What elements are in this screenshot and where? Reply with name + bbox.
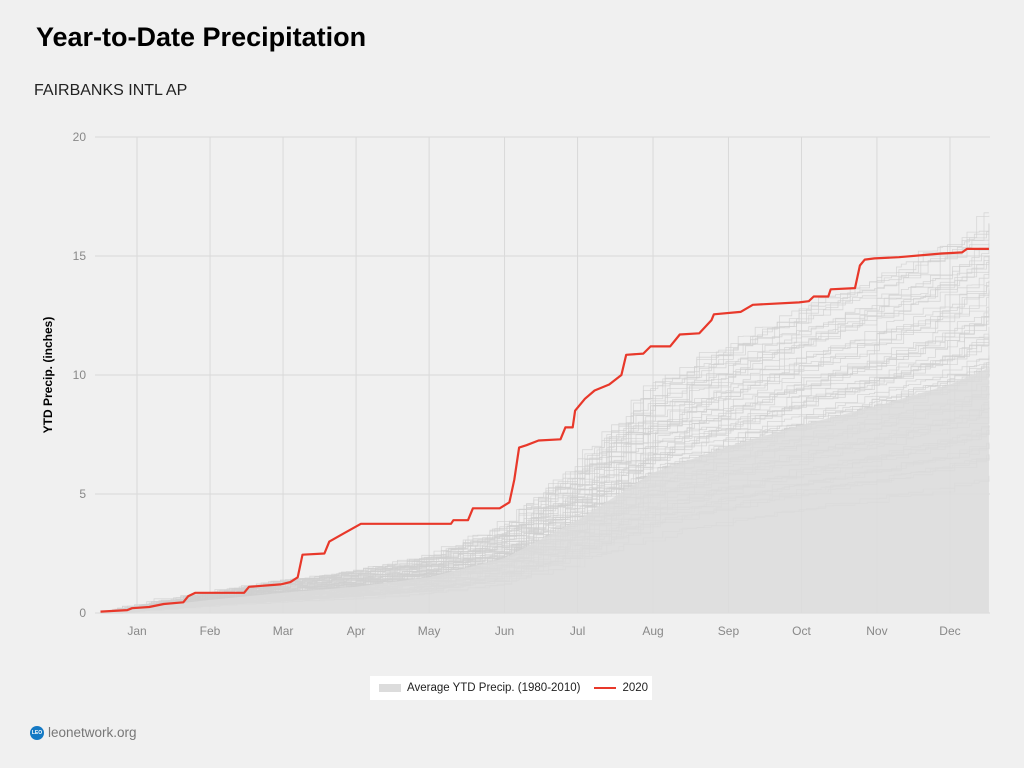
y-tick-label: 10	[73, 368, 87, 382]
x-tick-label: May	[418, 624, 441, 638]
legend-average-swatch	[379, 684, 401, 692]
average-area	[100, 367, 989, 613]
x-tick-label: Nov	[866, 624, 887, 638]
x-tick-label: Jun	[495, 624, 514, 638]
station-name: FAIRBANKS INTL AP	[34, 82, 188, 99]
x-tick-label: Mar	[273, 624, 294, 638]
historical-year-line	[100, 316, 990, 614]
legend-2020-swatch	[594, 687, 617, 689]
footer-site-link[interactable]: leonetwork.org	[48, 725, 137, 740]
x-tick-label: Sep	[718, 624, 740, 638]
legend-2020-label[interactable]: 2020	[622, 682, 649, 694]
legend: Average YTD Precip. (1980-2010) 2020	[370, 676, 652, 700]
footer: LEO leonetwork.org	[30, 725, 137, 740]
chart-title: Year-to-Date Precipitation	[36, 22, 367, 52]
legend-average-label[interactable]: Average YTD Precip. (1980-2010)	[407, 682, 581, 694]
y-tick-label: 20	[73, 130, 87, 144]
y-tick-label: 0	[79, 606, 86, 620]
x-tick-label: Oct	[792, 624, 811, 638]
x-tick-label: Jan	[127, 624, 146, 638]
x-tick-label: Dec	[939, 624, 960, 638]
historical-year-line	[100, 257, 990, 614]
y-tick-label: 5	[79, 487, 86, 501]
y-axis-ticks: 0 5 10 15 20	[73, 130, 87, 620]
historical-year-line	[100, 227, 990, 614]
leo-logo-icon: LEO	[30, 725, 44, 740]
x-tick-label: Aug	[642, 624, 663, 638]
y-axis-label: YTD Precip. (inches)	[41, 317, 55, 434]
y-tick-label: 15	[73, 249, 87, 263]
x-tick-label: Jul	[570, 624, 585, 638]
x-tick-label: Apr	[347, 624, 366, 638]
x-axis-ticks: Jan Feb Mar Apr May Jun Jul Aug Sep Oct Nov Dec	[127, 624, 960, 638]
series-2020-line	[100, 247, 989, 613]
historical-year-line	[100, 289, 990, 614]
x-tick-label: Feb	[200, 624, 221, 638]
